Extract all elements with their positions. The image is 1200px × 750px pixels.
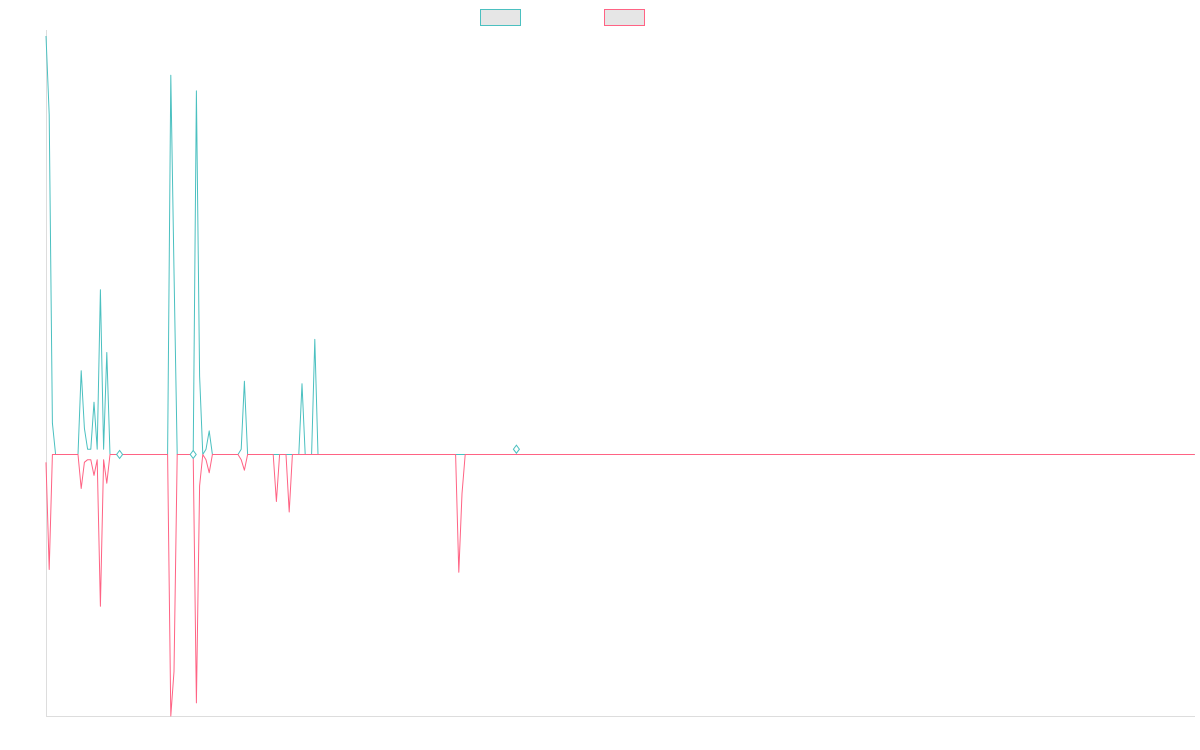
series-line-0 xyxy=(45,35,1195,455)
marker-layer xyxy=(115,444,521,460)
data-point-marker-0[interactable] xyxy=(115,449,124,460)
series-layer xyxy=(45,35,1195,717)
series-line-1 xyxy=(45,454,1195,717)
legend-swatch-1[interactable] xyxy=(604,9,645,26)
data-point-marker-1[interactable] xyxy=(189,449,197,460)
data-point-marker-2[interactable] xyxy=(512,444,521,455)
legend-swatch-0[interactable] xyxy=(480,9,521,26)
chart-legend xyxy=(480,9,645,26)
